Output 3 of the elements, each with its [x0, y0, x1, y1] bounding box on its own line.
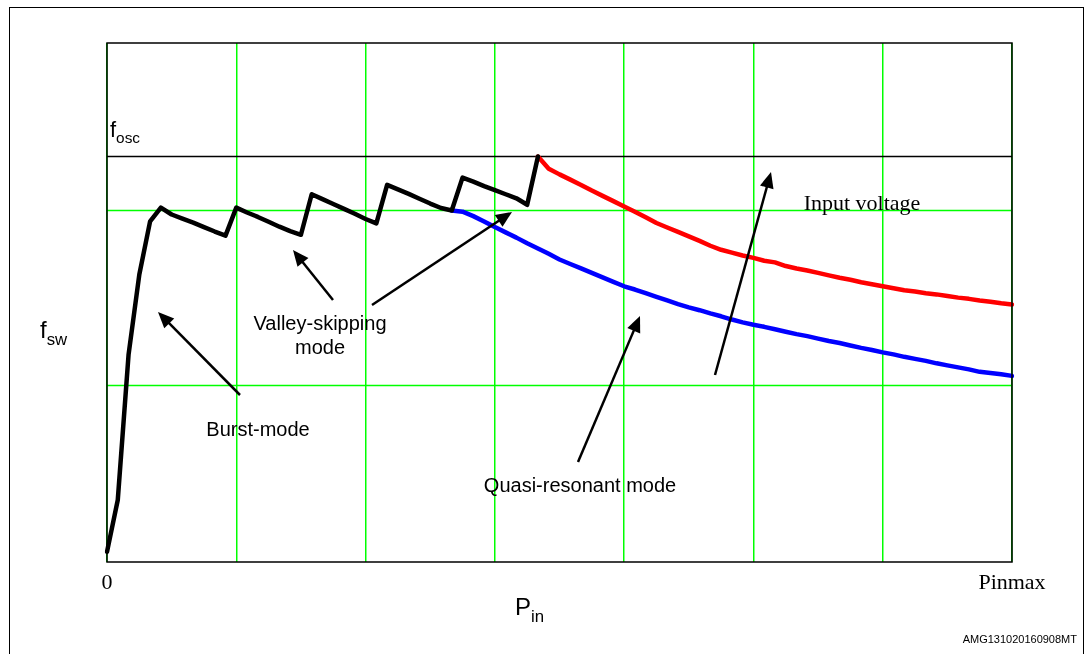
x-tick-label: Pinmax: [978, 568, 1046, 594]
text: AMG131020160908MT: [962, 633, 1078, 645]
x-tick-label: 0: [101, 568, 113, 594]
